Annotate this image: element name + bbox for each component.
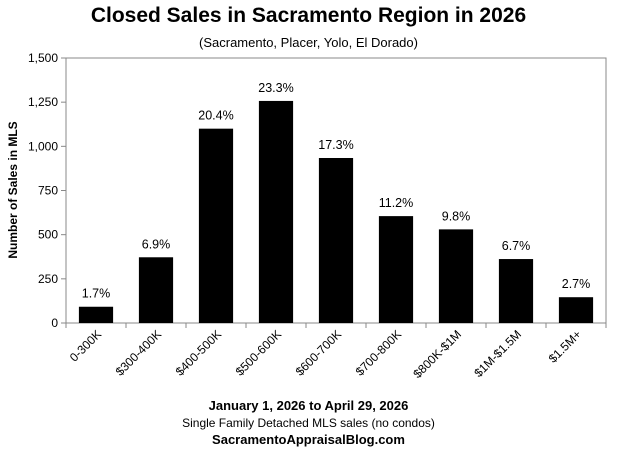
bar — [498, 259, 534, 323]
bar — [78, 306, 114, 323]
bar — [438, 229, 474, 323]
data-label: 6.9% — [142, 237, 171, 251]
x-tick-label: $1M-$1.5M — [471, 327, 524, 380]
data-label: 11.2% — [379, 196, 414, 210]
x-tick-label: $600-700K — [293, 327, 344, 378]
y-tick-label: 250 — [38, 272, 58, 286]
footer-note: Single Family Detached MLS sales (no con… — [182, 416, 435, 430]
date-range: January 1, 2026 to April 29, 2026 — [208, 398, 409, 413]
data-label: 6.7% — [502, 239, 531, 253]
data-label: 23.3% — [258, 81, 293, 95]
bar — [558, 297, 594, 323]
y-tick-label: 1,250 — [28, 95, 58, 109]
y-tick-label: 0 — [51, 316, 58, 330]
source-credit: SacramentoAppraisalBlog.com — [212, 432, 405, 447]
y-tick-label: 1,500 — [28, 51, 58, 65]
bar — [258, 100, 294, 324]
x-tick-label: $1.5M+ — [546, 327, 584, 365]
x-tick-label: 0-300K — [67, 327, 104, 364]
x-tick-label: $800K-$1M — [410, 327, 464, 381]
x-tick-label: $400-500K — [173, 327, 224, 378]
bar — [318, 157, 354, 323]
x-tick-label: $500-600K — [233, 327, 284, 378]
tick-labels: 0 250 500 750 1,000 1,250 1,500 0-300K $300-400K… — [28, 51, 584, 381]
chart-title: Closed Sales in Sacramento Region in 202… — [90, 4, 527, 27]
x-tick-label: $300-400K — [113, 327, 164, 378]
data-labels: 1.7% 6.9% 20.4% 23.3% 17.3% 11.2% 9.8% 6.7% 2.7% — [82, 81, 591, 301]
data-label: 2.7% — [562, 277, 591, 291]
bars — [78, 100, 594, 324]
data-label: 1.7% — [82, 287, 111, 301]
data-label: 9.8% — [442, 209, 471, 223]
y-tick-label: 750 — [38, 184, 58, 198]
y-tick-label: 500 — [38, 228, 58, 242]
data-label: 20.4% — [198, 109, 233, 123]
chart-subtitle: (Sacramento, Placer, Yolo, El Dorado) — [199, 35, 418, 50]
data-label: 17.3% — [318, 138, 353, 152]
y-axis-label: Number of Sales in MLS — [6, 121, 20, 258]
bar — [198, 128, 234, 323]
y-tick-label: 1,000 — [28, 139, 58, 153]
bar — [138, 257, 174, 323]
x-tick-label: $700-800K — [353, 327, 404, 378]
bar — [378, 216, 414, 323]
